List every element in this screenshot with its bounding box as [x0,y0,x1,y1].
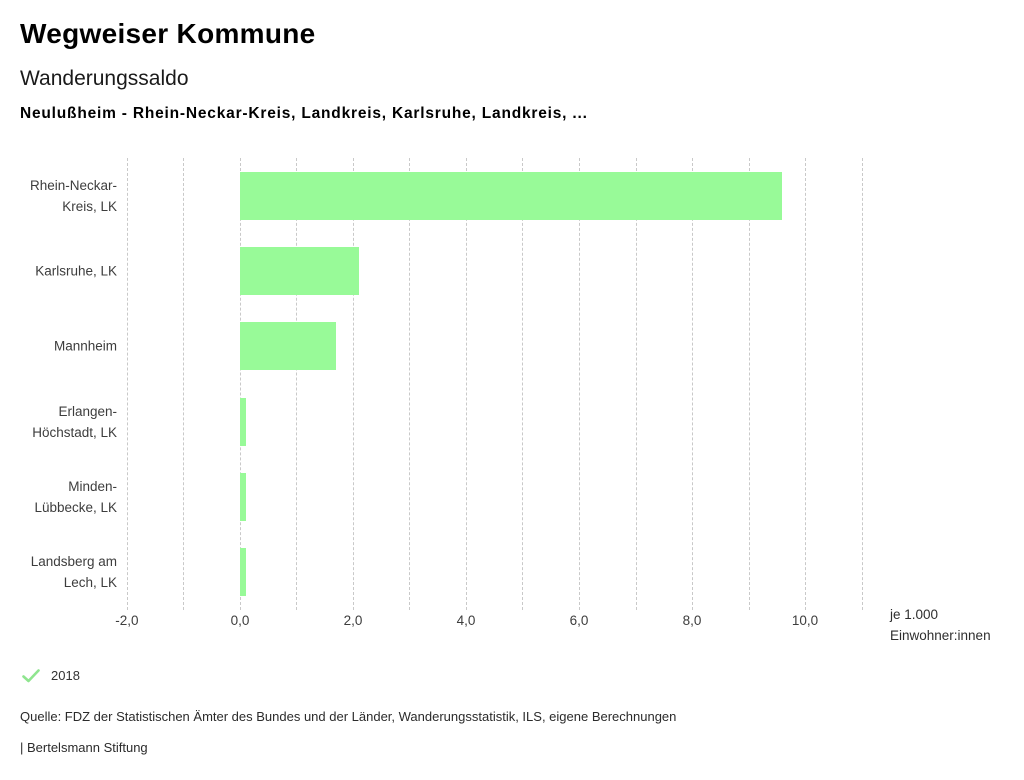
gridline [805,158,807,610]
gridline [522,158,524,610]
gridline [126,158,128,610]
gridline [296,158,298,610]
chart-selection-line: Neulußheim - Rhein-Neckar-Kreis, Landkre… [20,105,588,123]
category-label: Karlsruhe, LK [35,263,117,279]
x-tick-label: -2,0 [115,613,139,628]
gridline [352,158,354,610]
check-icon [22,668,40,682]
chart-title: Wanderungssaldo [20,67,189,91]
bar[interactable] [239,171,783,220]
x-tick-label: 4,0 [456,613,476,628]
category-label: Rhein-Neckar- Kreis, LK [29,177,117,214]
bar[interactable] [239,322,336,371]
legend-label: 2018 [51,668,80,683]
category-label: Erlangen- Höchstadt, LK [32,403,117,440]
x-axis-unit-label: je 1.000 Einwohner:innen [890,604,991,646]
category-axis: Rhein-Neckar- Kreis, LK Karlsruhe, LK Mannh… [0,158,117,610]
category-label: Mannheim [53,338,117,354]
bar[interactable] [239,247,359,295]
x-tick-label: 2,0 [343,613,363,628]
gridline [239,158,241,610]
plot-area [110,158,870,610]
gridline [635,158,637,610]
legend-item-2018[interactable]: 2018 [22,668,80,683]
gridline [465,158,467,610]
app-title: Wegweiser Kommune [20,18,316,49]
x-tick-label: 6,0 [569,613,589,628]
source-note: Quelle: FDZ der Statistischen Ämter des … [20,709,677,724]
gridline [578,158,580,610]
gridline [409,158,411,610]
x-tick-label: 8,0 [682,613,702,628]
branding-note: | Bertelsmann Stiftung [20,740,148,755]
gridline [861,158,863,610]
bar[interactable] [239,473,246,521]
x-tick-label: 10,0 [791,613,819,628]
x-tick-label: 0,0 [230,613,250,628]
gridline [748,158,750,610]
x-axis-unit-line-2: Einwohner:innen [890,628,991,643]
category-label: Landsberg am Lech, LK [30,554,117,591]
gridline [692,158,693,610]
bar[interactable] [239,548,246,597]
bar[interactable] [239,397,246,446]
page-header: Wegweiser Kommune Wanderungssaldo Neuluß… [20,18,588,124]
x-axis-tick-labels: -2,0 0,0 2,0 4,0 6,0 8,0 10,0 [110,613,870,635]
category-label: Minden- Lübbecke, LK [34,479,117,515]
x-axis-unit-line-1: je 1.000 [890,607,939,622]
gridline [183,158,185,610]
